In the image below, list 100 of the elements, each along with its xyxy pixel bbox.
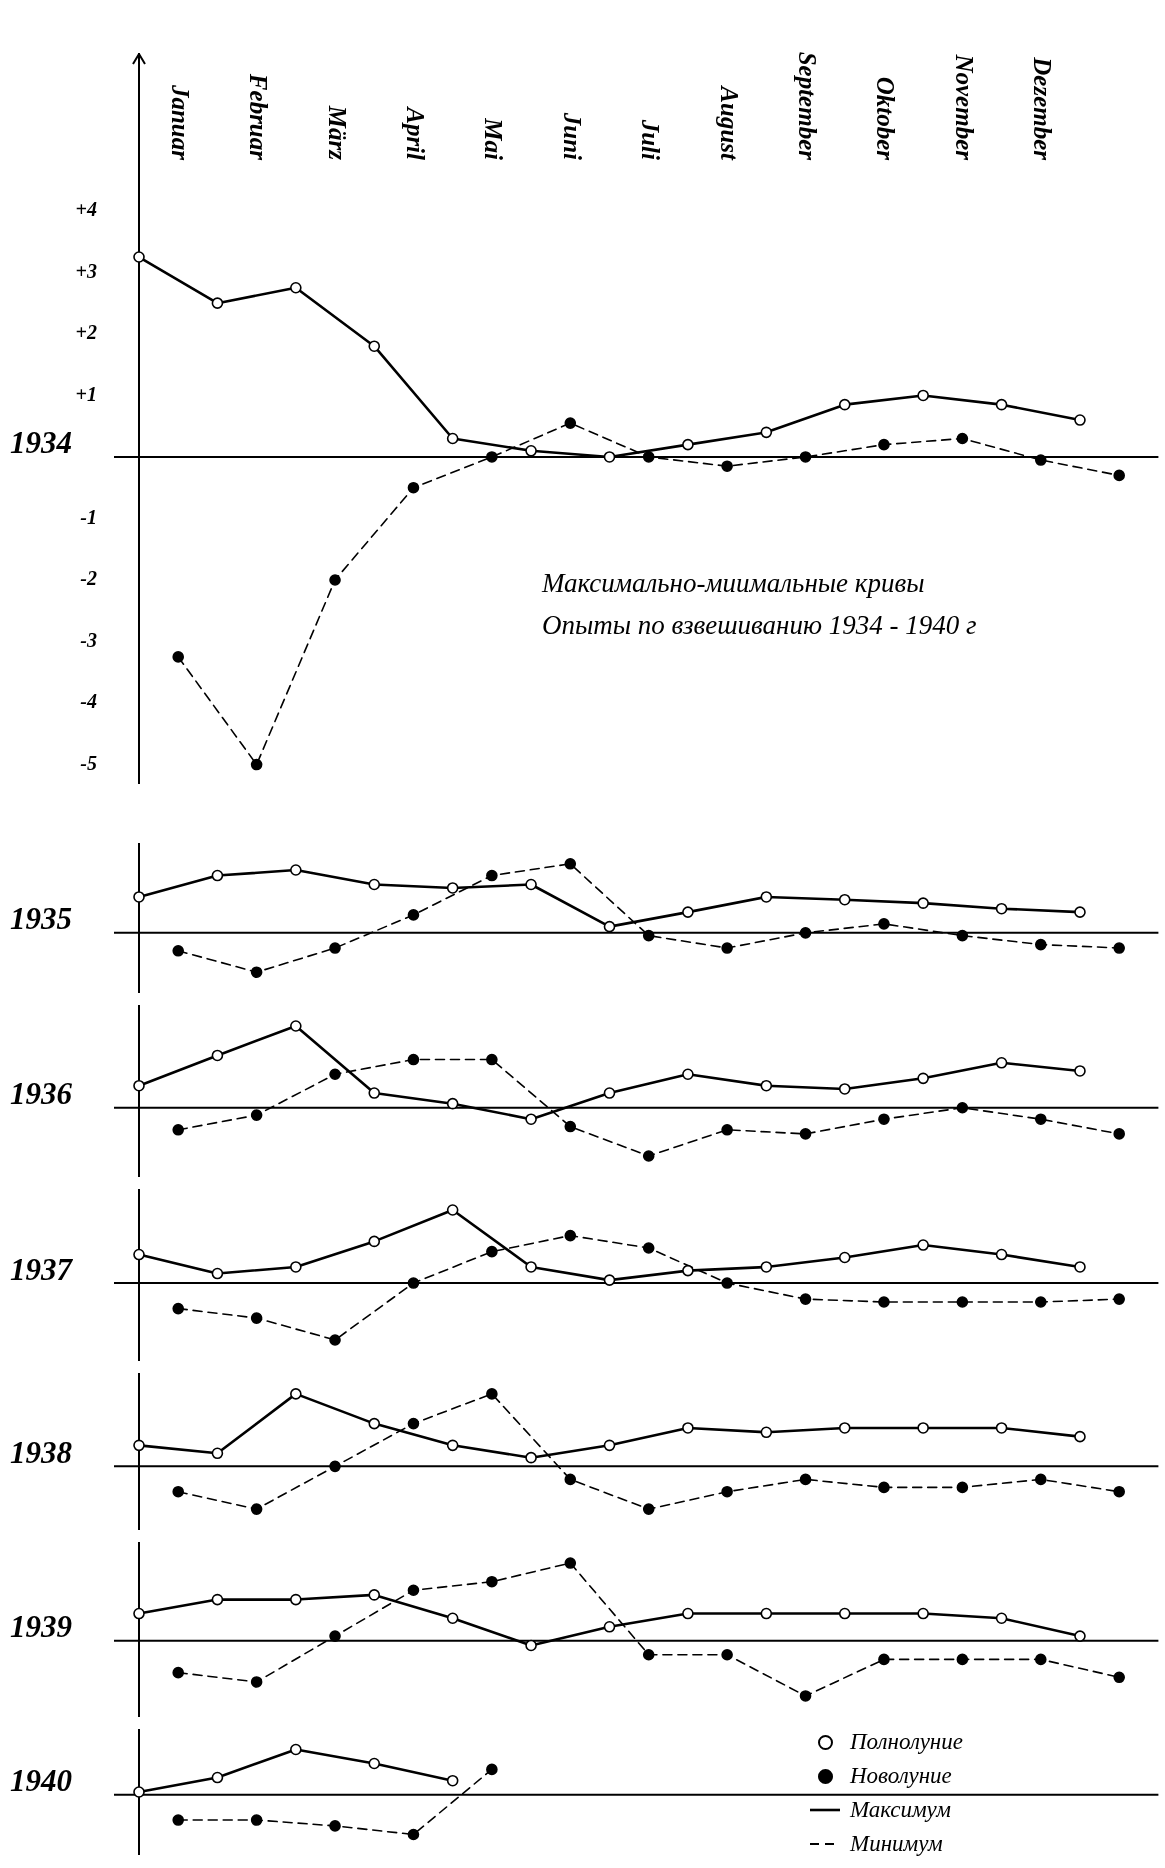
point	[525, 1639, 537, 1652]
point	[838, 1607, 851, 1620]
point	[133, 1248, 145, 1261]
point	[838, 398, 851, 411]
point	[760, 1079, 773, 1092]
point	[682, 1607, 694, 1620]
point	[838, 893, 851, 906]
point	[211, 297, 224, 309]
point	[799, 927, 812, 939]
point	[329, 574, 341, 586]
point	[290, 1593, 302, 1606]
point	[407, 1417, 420, 1430]
point	[1113, 1671, 1125, 1684]
text: Максимально-миимальные кривы	[542, 568, 925, 599]
y-axis-title: 1940	[10, 1763, 72, 1799]
y-tick-label: +3	[75, 259, 97, 282]
point	[878, 1296, 890, 1308]
point	[1074, 414, 1086, 426]
point	[760, 426, 773, 439]
point	[917, 1239, 929, 1251]
x-tick-label: Juni	[558, 111, 586, 161]
point	[290, 1020, 302, 1032]
point	[407, 1053, 420, 1066]
x-tick-label: September	[794, 51, 822, 161]
point	[878, 1481, 890, 1494]
point	[133, 251, 145, 263]
point	[799, 1128, 812, 1140]
point	[995, 1248, 1008, 1261]
point	[368, 1757, 381, 1770]
x-tick-label: März	[323, 104, 351, 161]
y-tick-label: -2	[80, 567, 97, 590]
point	[564, 1473, 577, 1486]
point	[603, 920, 616, 933]
point	[1113, 1293, 1125, 1305]
point	[407, 1828, 420, 1841]
point	[486, 1763, 498, 1776]
point	[486, 1245, 498, 1258]
y-axis-title: 1939	[10, 1609, 72, 1645]
point	[329, 1630, 341, 1642]
point	[721, 1648, 733, 1661]
point	[368, 1235, 381, 1248]
y-axis-title: 1935	[10, 901, 72, 937]
point	[329, 1460, 341, 1473]
point	[172, 1485, 185, 1498]
y-tick-label: +1	[75, 382, 97, 405]
point	[172, 1124, 185, 1136]
point	[172, 944, 185, 957]
point	[407, 1584, 420, 1597]
point	[1113, 1128, 1125, 1140]
point	[682, 906, 694, 918]
point	[486, 1388, 498, 1400]
point	[564, 1557, 577, 1569]
x-tick-label: August	[715, 84, 743, 162]
point	[446, 1439, 459, 1452]
point	[486, 1053, 498, 1066]
point	[329, 1820, 341, 1832]
point	[211, 1771, 224, 1784]
text: Опыты по взвешиванию 1934 - 1940 г	[542, 610, 977, 641]
point	[525, 1261, 537, 1273]
point	[250, 1676, 263, 1688]
point	[878, 438, 890, 451]
point	[446, 1204, 459, 1216]
x-tick-label: November	[950, 53, 978, 161]
point	[721, 1485, 733, 1498]
point	[250, 1312, 263, 1324]
point	[995, 398, 1008, 411]
point	[603, 1274, 616, 1286]
point	[250, 1814, 263, 1826]
point	[917, 1607, 929, 1620]
point	[1074, 906, 1086, 918]
point	[917, 1422, 929, 1434]
point	[917, 897, 929, 909]
point	[172, 1666, 185, 1679]
point	[250, 966, 263, 978]
point	[564, 417, 577, 429]
point	[642, 1150, 655, 1162]
point	[525, 878, 537, 891]
y-tick-label: -5	[80, 751, 97, 774]
point	[995, 1612, 1008, 1625]
point	[133, 1607, 145, 1620]
point	[878, 918, 890, 930]
point	[956, 1296, 969, 1308]
point	[368, 340, 381, 353]
point	[446, 1097, 459, 1110]
y-axis-title: 1934	[10, 425, 72, 461]
point	[368, 1589, 381, 1601]
point	[290, 1388, 302, 1400]
point	[1074, 1065, 1086, 1077]
point	[407, 1277, 420, 1289]
point	[799, 451, 812, 463]
point	[172, 1814, 185, 1826]
point	[290, 864, 302, 876]
point	[133, 1786, 145, 1798]
point	[211, 1593, 224, 1606]
x-tick-label: Dezember	[1029, 56, 1057, 161]
point	[290, 281, 302, 294]
point	[799, 1473, 812, 1486]
point	[211, 1447, 224, 1460]
point	[1034, 1113, 1047, 1125]
point	[407, 481, 420, 494]
